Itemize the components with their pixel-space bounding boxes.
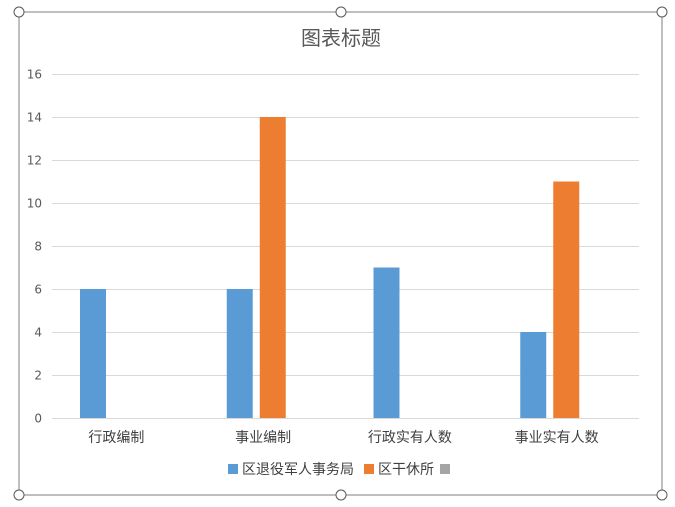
y-tick-label: 2 xyxy=(34,369,42,383)
resize-handle-bottom-right[interactable] xyxy=(656,489,668,501)
chart-title: 图表标题 xyxy=(301,26,381,50)
resize-handle-bottom-center[interactable] xyxy=(335,489,347,501)
legend-label: 区干休所 xyxy=(378,462,434,478)
y-tick-label: 8 xyxy=(34,240,42,254)
y-axis-ticks: 0 2 4 6 8 10 12 14 16 xyxy=(27,68,42,426)
y-tick-label: 14 xyxy=(27,111,42,125)
bar[interactable] xyxy=(226,289,253,418)
x-category-label: 事业实有人数 xyxy=(515,430,599,446)
selection-handles xyxy=(13,6,668,501)
resize-handle-top-center[interactable] xyxy=(335,6,347,18)
y-tick-label: 0 xyxy=(34,412,42,426)
x-category-label: 行政编制 xyxy=(88,430,144,446)
legend-swatch xyxy=(440,464,450,474)
bars xyxy=(80,117,580,419)
resize-handle-top-left[interactable] xyxy=(13,6,25,18)
bar[interactable] xyxy=(80,289,106,418)
y-tick-label: 16 xyxy=(27,68,42,82)
y-tick-label: 6 xyxy=(34,283,42,297)
bar[interactable] xyxy=(259,117,286,418)
legend: 区退役军人事务局 区干休所 xyxy=(228,462,450,478)
x-axis-categories: 行政编制 事业编制 行政实有人数 事业实有人数 xyxy=(88,430,598,446)
legend-label: 区退役军人事务局 xyxy=(242,462,354,478)
y-tick-label: 4 xyxy=(34,326,42,340)
y-tick-label: 10 xyxy=(27,197,42,211)
legend-swatch xyxy=(228,464,238,474)
bar[interactable] xyxy=(553,181,580,419)
y-tick-label: 12 xyxy=(27,154,42,168)
bar[interactable] xyxy=(520,332,547,418)
legend-swatch xyxy=(364,464,374,474)
bar[interactable] xyxy=(373,267,400,419)
resize-handle-bottom-left[interactable] xyxy=(13,489,25,501)
x-category-label: 行政实有人数 xyxy=(368,430,452,446)
resize-handle-top-right[interactable] xyxy=(656,6,668,18)
x-category-label: 事业编制 xyxy=(235,430,291,446)
